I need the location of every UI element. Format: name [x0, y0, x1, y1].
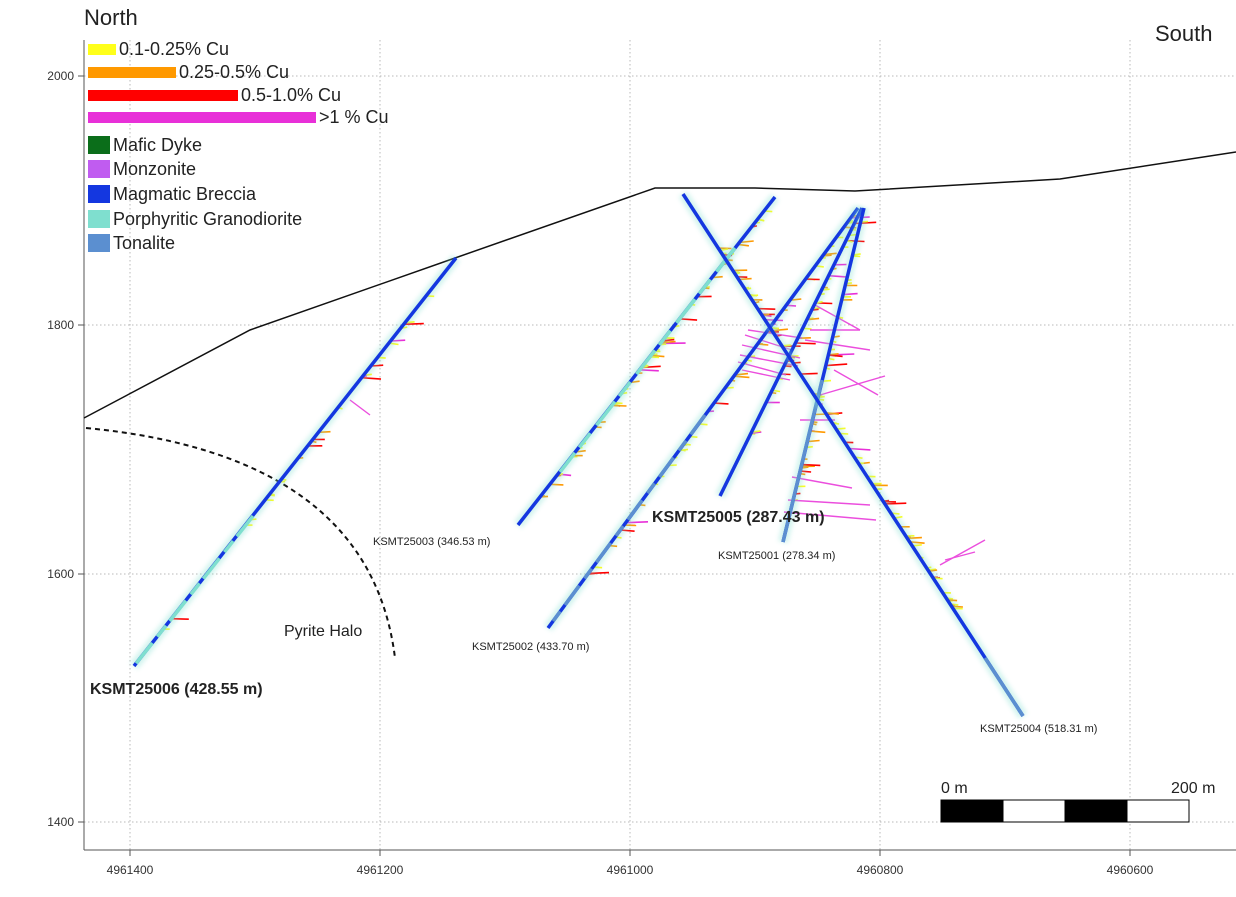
- pyrite-halo-label: Pyrite Halo: [284, 623, 362, 640]
- scale-end-label: 200 m: [1171, 780, 1215, 797]
- drillhole-label: KSMT25005 (287.43 m): [652, 509, 825, 526]
- south-orientation-label: South: [1155, 21, 1213, 47]
- drillhole-ksmt25006[interactable]: [134, 258, 456, 666]
- northing-tick-label: 4961000: [607, 863, 654, 877]
- elevation-tick-label: 2000: [47, 69, 74, 83]
- legend-lith-1: Monzonite: [88, 158, 196, 180]
- legend-lith-0: Mafic Dyke: [88, 134, 202, 156]
- drillhole-label: KSMT25004 (518.31 m): [980, 723, 1097, 735]
- legend-label: Magmatic Breccia: [113, 184, 256, 205]
- north-orientation-label: North: [84, 5, 138, 31]
- legend-label: Tonalite: [113, 233, 175, 254]
- drillhole-label: KSMT25006 (428.55 m): [90, 681, 263, 698]
- legend-grade-3: >1 % Cu: [88, 106, 389, 128]
- northing-tick-label: 4960600: [1107, 863, 1154, 877]
- legend-lith-2: Magmatic Breccia: [88, 183, 256, 205]
- legend-label: Porphyritic Granodiorite: [113, 209, 302, 230]
- lithology-swatch: [88, 234, 110, 252]
- elevation-tick-label: 1600: [47, 567, 74, 581]
- lithology-swatch: [88, 185, 110, 203]
- scale-start-label: 0 m: [941, 780, 968, 797]
- legend-label: 0.1-0.25% Cu: [119, 39, 229, 60]
- grade-swatch: [88, 112, 316, 123]
- grade-swatch: [88, 90, 238, 101]
- northing-tick-label: 4960800: [857, 863, 904, 877]
- drillhole-label: KSMT25001 (278.34 m): [718, 550, 835, 562]
- legend-label: >1 % Cu: [319, 107, 389, 128]
- scale-bar: 0 m 200 m: [941, 780, 1215, 822]
- legend-label: 0.5-1.0% Cu: [241, 85, 341, 106]
- legend-grade-0: 0.1-0.25% Cu: [88, 38, 229, 60]
- northing-tick-label: 4961400: [107, 863, 154, 877]
- grade-swatch: [88, 67, 176, 78]
- legend-grade-2: 0.5-1.0% Cu: [88, 84, 341, 106]
- legend-grade-1: 0.25-0.5% Cu: [88, 61, 289, 83]
- lithology-swatch: [88, 160, 110, 178]
- legend: 0.1-0.25% Cu 0.25-0.5% Cu 0.5-1.0% Cu >1…: [88, 38, 388, 268]
- drillhole-label: KSMT25002 (433.70 m): [472, 641, 589, 653]
- lithology-swatch: [88, 136, 110, 154]
- elevation-tick-label: 1400: [47, 815, 74, 829]
- northing-tick-label: 4961200: [357, 863, 404, 877]
- legend-lith-4: Tonalite: [88, 232, 175, 254]
- legend-label: Mafic Dyke: [113, 135, 202, 156]
- legend-label: 0.25-0.5% Cu: [179, 62, 289, 83]
- drillhole-ksmt25003[interactable]: [518, 197, 775, 525]
- drillhole-label: KSMT25003 (346.53 m): [373, 536, 490, 548]
- legend-label: Monzonite: [113, 159, 196, 180]
- grade-swatch: [88, 44, 116, 55]
- elevation-tick-label: 1800: [47, 318, 74, 332]
- legend-lith-3: Porphyritic Granodiorite: [88, 208, 302, 230]
- lithology-swatch: [88, 210, 110, 228]
